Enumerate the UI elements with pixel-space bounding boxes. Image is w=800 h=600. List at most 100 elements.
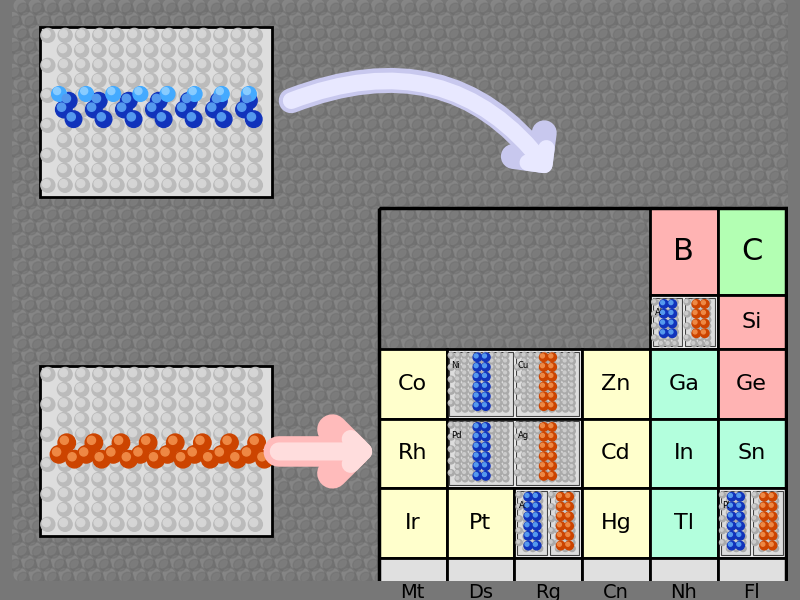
Circle shape [134, 0, 146, 11]
Circle shape [346, 572, 357, 584]
Circle shape [54, 197, 66, 209]
Circle shape [166, 80, 178, 92]
Circle shape [699, 336, 711, 348]
Circle shape [338, 94, 350, 106]
Circle shape [6, 245, 18, 257]
Circle shape [595, 103, 607, 115]
Circle shape [469, 446, 474, 452]
Circle shape [537, 515, 542, 522]
Circle shape [536, 359, 539, 362]
Circle shape [44, 310, 56, 322]
Circle shape [490, 336, 502, 348]
Circle shape [159, 171, 171, 183]
Circle shape [643, 313, 655, 325]
Circle shape [606, 404, 618, 416]
Circle shape [744, 517, 756, 529]
Circle shape [382, 42, 394, 54]
Circle shape [346, 80, 357, 92]
Circle shape [238, 0, 250, 11]
Circle shape [372, 336, 383, 348]
Circle shape [513, 13, 525, 25]
Circle shape [162, 474, 170, 482]
Circle shape [490, 413, 502, 425]
Circle shape [513, 401, 525, 413]
Circle shape [360, 80, 372, 92]
Circle shape [740, 404, 752, 416]
Circle shape [726, 504, 732, 510]
Circle shape [496, 422, 502, 428]
Circle shape [785, 171, 797, 183]
Circle shape [476, 435, 479, 437]
Circle shape [522, 458, 527, 464]
Circle shape [570, 453, 573, 455]
Circle shape [522, 440, 528, 446]
Circle shape [483, 271, 495, 283]
Circle shape [200, 297, 212, 309]
Circle shape [162, 118, 176, 132]
Circle shape [416, 0, 428, 11]
Circle shape [145, 504, 153, 512]
Circle shape [70, 508, 82, 520]
Circle shape [695, 275, 707, 287]
Circle shape [535, 446, 541, 452]
Circle shape [308, 352, 320, 364]
Circle shape [685, 310, 696, 322]
Circle shape [434, 133, 446, 145]
Circle shape [449, 423, 452, 425]
Circle shape [570, 389, 573, 392]
Circle shape [260, 13, 272, 25]
Circle shape [14, 336, 26, 348]
Circle shape [476, 181, 488, 193]
Circle shape [76, 474, 84, 482]
Circle shape [548, 472, 557, 480]
Circle shape [364, 323, 376, 335]
Circle shape [766, 511, 770, 514]
Circle shape [733, 527, 739, 533]
Circle shape [462, 388, 468, 394]
Circle shape [515, 435, 518, 437]
Circle shape [54, 223, 66, 235]
Circle shape [118, 52, 130, 64]
Circle shape [211, 80, 223, 92]
Circle shape [569, 391, 581, 403]
Circle shape [479, 313, 491, 325]
Circle shape [759, 505, 762, 508]
Circle shape [245, 452, 257, 464]
Circle shape [482, 376, 488, 382]
Circle shape [654, 26, 666, 37]
Circle shape [762, 469, 774, 481]
Circle shape [538, 499, 540, 502]
Circle shape [187, 113, 195, 121]
Circle shape [580, 77, 592, 89]
Circle shape [698, 329, 704, 335]
Circle shape [606, 171, 618, 183]
Circle shape [720, 505, 723, 508]
Circle shape [531, 352, 543, 364]
Circle shape [490, 383, 493, 386]
Circle shape [636, 456, 648, 467]
Circle shape [536, 453, 539, 455]
Circle shape [563, 401, 566, 404]
Circle shape [290, 581, 302, 593]
Circle shape [751, 38, 763, 50]
Circle shape [122, 494, 134, 506]
Circle shape [394, 297, 406, 309]
Circle shape [714, 543, 726, 555]
Circle shape [563, 470, 566, 473]
Circle shape [338, 559, 350, 571]
Circle shape [305, 401, 317, 413]
Circle shape [461, 543, 473, 555]
Circle shape [751, 556, 763, 568]
Circle shape [427, 352, 439, 364]
Circle shape [588, 349, 599, 361]
Circle shape [275, 452, 286, 464]
Circle shape [394, 323, 406, 335]
Circle shape [522, 452, 528, 458]
Circle shape [446, 129, 458, 141]
Circle shape [740, 275, 752, 287]
Circle shape [654, 491, 666, 503]
Circle shape [367, 456, 379, 467]
Circle shape [270, 572, 282, 584]
Circle shape [524, 512, 533, 521]
Circle shape [558, 542, 562, 546]
